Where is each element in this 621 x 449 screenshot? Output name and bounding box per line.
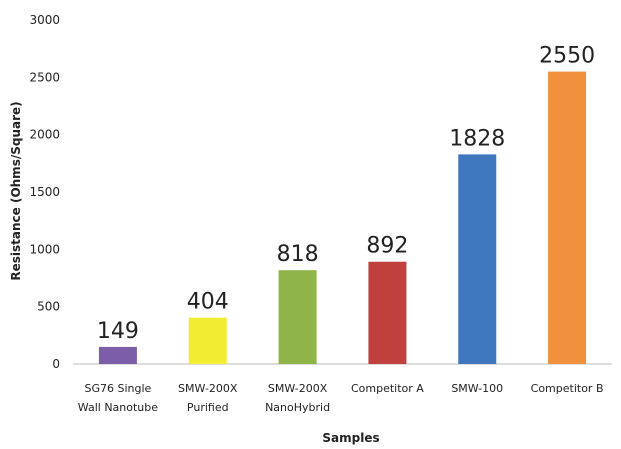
y-tick-label: 2000 xyxy=(29,128,60,142)
x-tick-label: SG76 Single xyxy=(85,382,152,395)
y-axis-ticks: 0 500 1000 1500 2000 2500 3000 xyxy=(29,13,60,371)
bar xyxy=(188,317,227,364)
y-tick-label: 2500 xyxy=(29,70,60,84)
y-tick-label: 1000 xyxy=(29,242,60,256)
y-tick-label: 3000 xyxy=(29,13,60,27)
bar-data-label: 818 xyxy=(277,242,319,267)
bar-data-label: 2550 xyxy=(539,44,595,69)
x-tick-label: Purified xyxy=(187,401,229,414)
bars-group xyxy=(98,71,587,364)
bar-data-label: 404 xyxy=(187,290,229,315)
bar xyxy=(278,270,317,364)
x-tick-label: SMW-200X xyxy=(268,382,328,395)
y-tick-label: 1500 xyxy=(29,185,60,199)
x-tick-label: SMW-200X xyxy=(178,382,238,395)
y-tick-label: 0 xyxy=(52,357,60,371)
x-tick-label: NanoHybrid xyxy=(265,401,330,414)
bar xyxy=(458,154,497,364)
bar-data-label: 149 xyxy=(97,319,139,344)
bar xyxy=(548,71,587,364)
x-tick-label: SMW-100 xyxy=(451,382,503,395)
x-tick-label: Wall Nanotube xyxy=(78,401,158,414)
y-axis-title: Resistance (Ohms/Square) xyxy=(9,101,23,280)
x-axis-title: Samples xyxy=(322,431,379,445)
x-tick-label: Competitor A xyxy=(351,382,424,395)
bar xyxy=(368,261,407,364)
bar xyxy=(98,346,137,364)
bar-data-label: 892 xyxy=(366,234,408,259)
x-axis-tick-labels: SG76 Single Wall Nanotube SMW-200X Purified… xyxy=(78,382,604,414)
bar-data-label: 1828 xyxy=(449,126,505,151)
y-tick-label: 500 xyxy=(37,300,60,314)
data-labels-group: 149 404 818 892 1828 2550 xyxy=(97,44,595,344)
x-tick-label: Competitor B xyxy=(531,382,604,395)
